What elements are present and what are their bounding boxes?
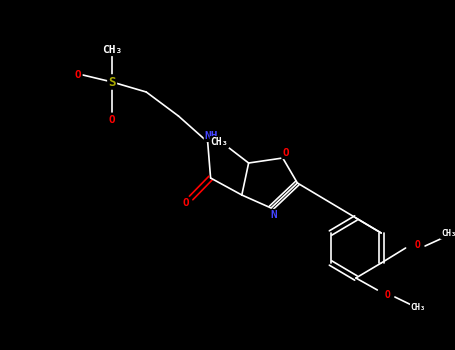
Text: CH₃: CH₃ [211, 137, 228, 147]
Text: O: O [75, 70, 81, 80]
Text: CH₃: CH₃ [102, 45, 122, 55]
Text: CH₃: CH₃ [411, 303, 426, 313]
Text: CH₃: CH₃ [441, 230, 455, 238]
Text: NH: NH [205, 131, 218, 141]
Text: N: N [271, 210, 278, 220]
Text: O: O [109, 115, 116, 125]
Text: O: O [282, 148, 289, 158]
Text: O: O [183, 198, 190, 208]
Text: O: O [384, 290, 390, 300]
Text: O: O [415, 240, 420, 250]
Text: S: S [108, 76, 116, 89]
